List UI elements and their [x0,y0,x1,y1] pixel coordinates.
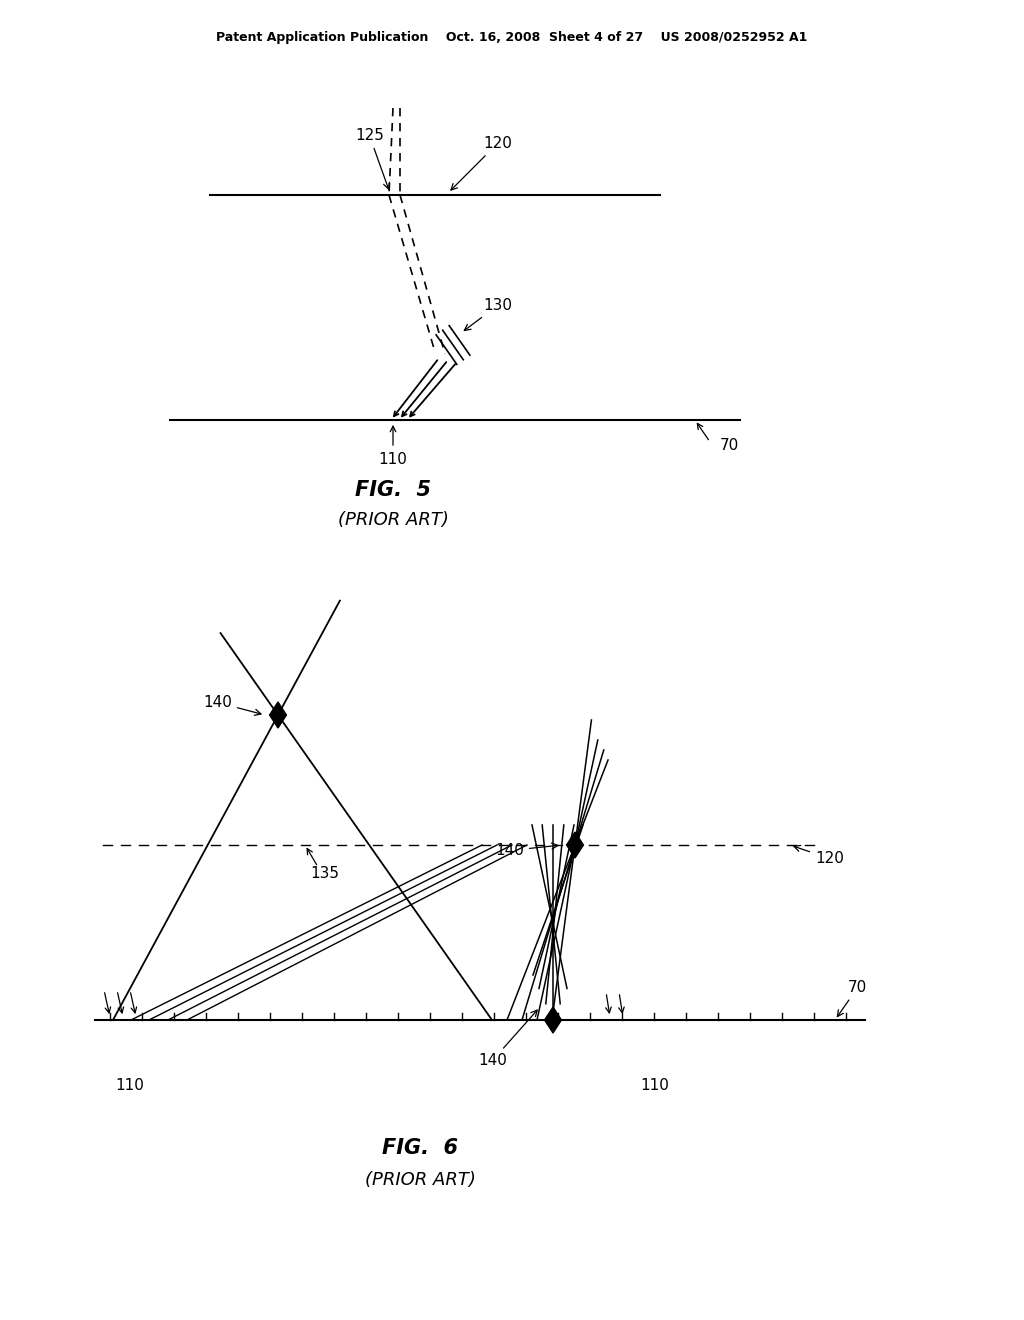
Text: 140: 140 [495,843,558,858]
Text: 110: 110 [641,1077,670,1093]
Text: 135: 135 [310,866,339,880]
Text: 120: 120 [794,845,844,866]
Text: FIG.  6: FIG. 6 [382,1138,458,1158]
Text: Patent Application Publication    Oct. 16, 2008  Sheet 4 of 27    US 2008/025295: Patent Application Publication Oct. 16, … [216,32,808,45]
Text: 70: 70 [838,979,867,1016]
Text: 110: 110 [379,453,408,467]
Text: 125: 125 [355,128,389,189]
Polygon shape [269,702,287,729]
Text: 110: 110 [116,1077,144,1093]
Polygon shape [545,1007,561,1034]
Text: (PRIOR ART): (PRIOR ART) [365,1171,475,1189]
Text: 70: 70 [720,437,739,453]
Text: FIG.  5: FIG. 5 [355,480,431,500]
Text: 120: 120 [451,136,512,190]
Text: 140: 140 [478,1010,538,1068]
Text: (PRIOR ART): (PRIOR ART) [338,511,449,529]
Text: 130: 130 [464,298,512,330]
Text: 140: 140 [203,696,261,715]
Polygon shape [566,832,584,858]
